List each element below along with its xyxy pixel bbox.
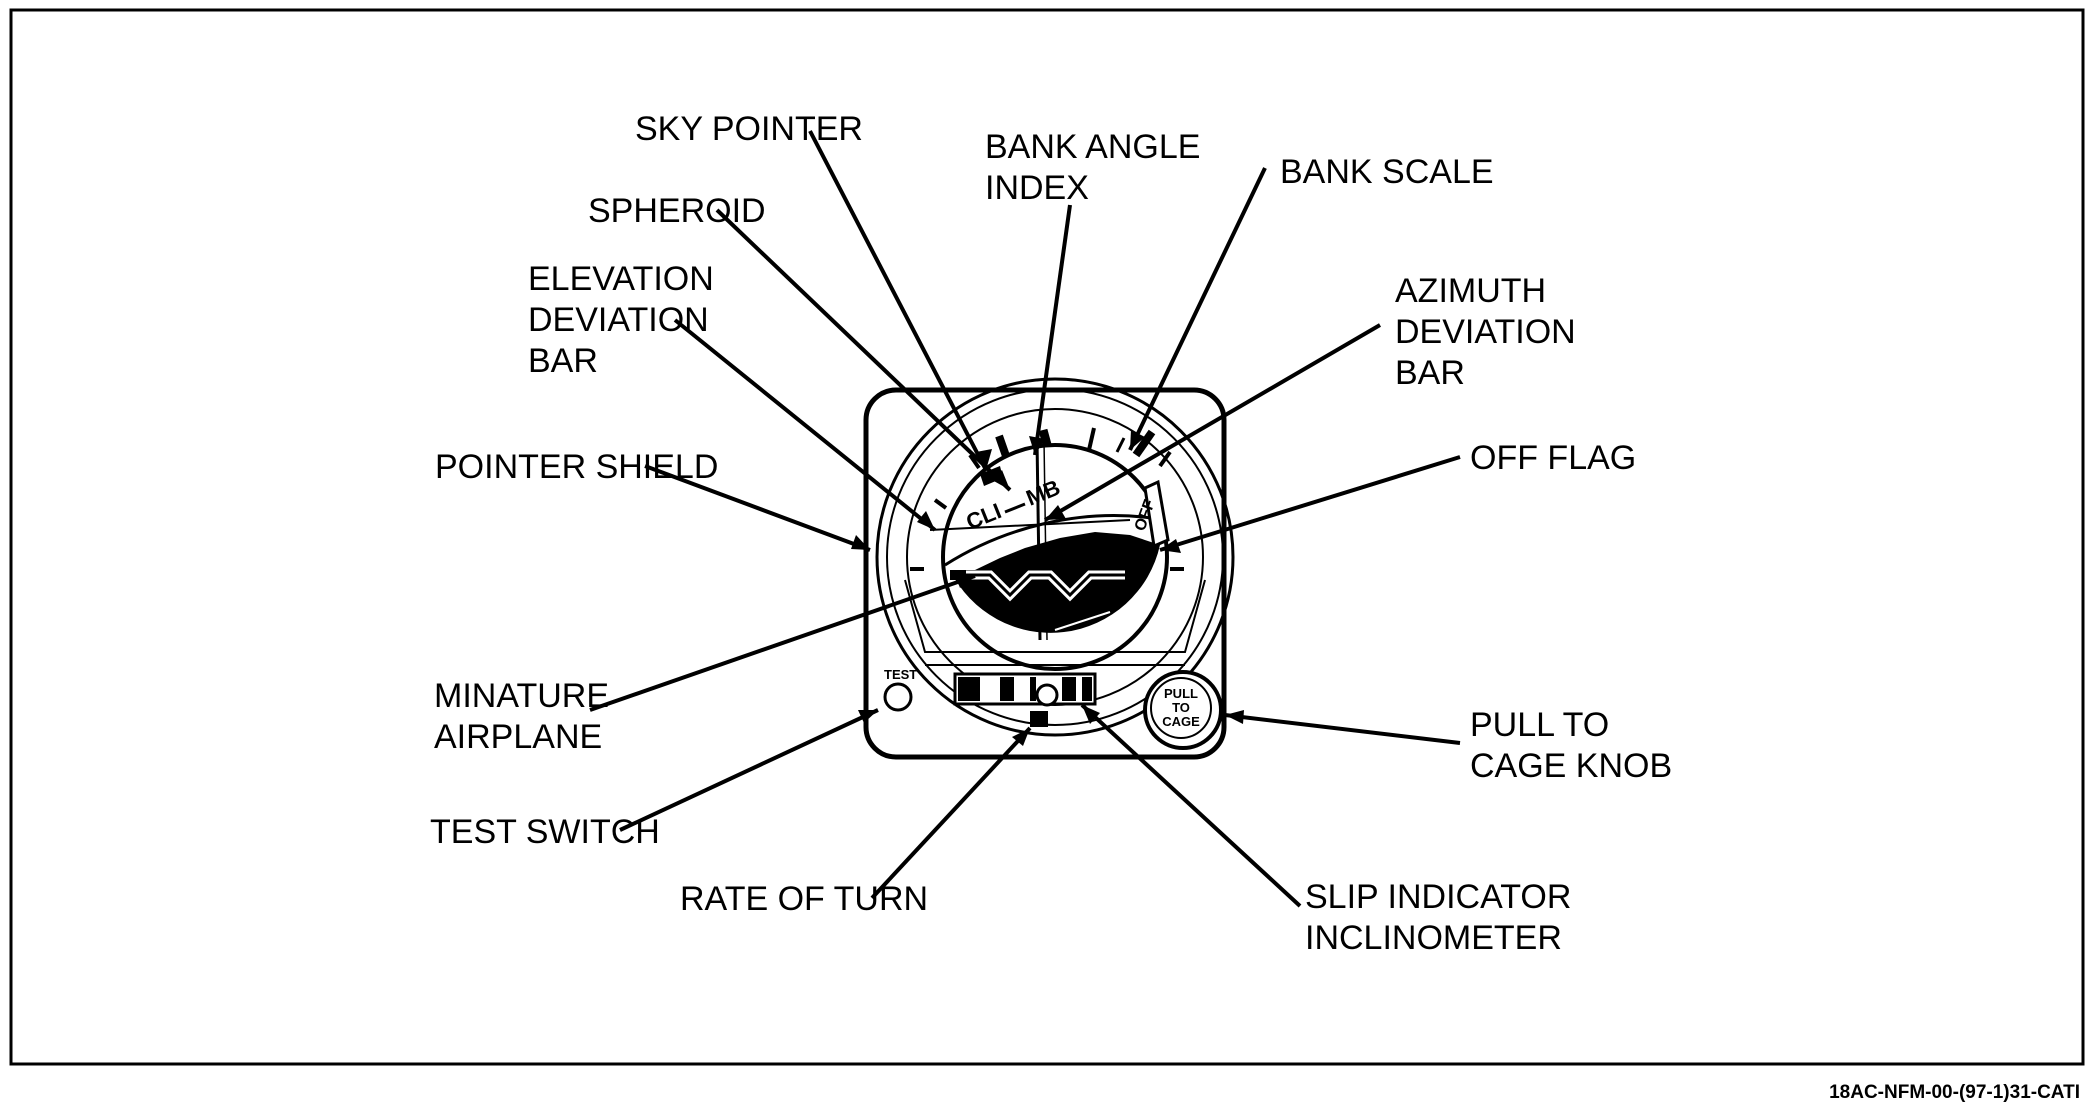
label-slip-indicator-1: SLIP INDICATOR: [1305, 878, 1571, 916]
label-azimuth-3: BAR: [1395, 354, 1465, 392]
label-pull-to-cage-1: PULL TO: [1470, 706, 1609, 744]
label-pull-to-cage-2: CAGE KNOB: [1470, 747, 1672, 785]
leader-miniature-airplane: [589, 574, 976, 712]
knob-text-3: CAGE: [1162, 714, 1200, 729]
label-azimuth-2: DEVIATION: [1395, 313, 1576, 351]
label-bank-angle-index-2: INDEX: [985, 169, 1089, 207]
leader-lines: [589, 130, 1461, 908]
label-elevation-1: ELEVATION: [528, 260, 714, 298]
label-sky-pointer: SKY POINTER: [635, 110, 863, 148]
diagram-frame: [9, 8, 2085, 1066]
label-bank-scale: BANK SCALE: [1280, 153, 1494, 191]
leader-bank-angle-index: [1033, 204, 1072, 456]
label-elevation-3: BAR: [528, 342, 598, 380]
label-miniature-airplane-1: MINATURE: [434, 677, 609, 715]
sky-pointer: [980, 466, 1003, 486]
pull-to-cage-knob[interactable]: PULL TO CAGE: [1143, 670, 1223, 750]
label-miniature-airplane-2: AIRPLANE: [434, 718, 602, 756]
elevation-deviation-bar: [929, 519, 1131, 531]
label-bank-angle-index-1: BANK ANGLE: [985, 128, 1200, 166]
slip-ball: [1035, 683, 1059, 707]
callout-labels: SKY POINTER BANK ANGLE INDEX BANK SCALE …: [430, 110, 1672, 957]
label-slip-indicator-2: INCLINOMETER: [1305, 919, 1562, 957]
leader-pointer-shield: [644, 464, 871, 552]
attitude-indicator: CLI MB OFF TES: [863, 377, 1235, 760]
figure-reference: 18AC-NFM-00-(97-1)31-CATI: [1829, 1082, 2080, 1103]
label-azimuth-1: AZIMUTH: [1395, 272, 1546, 310]
leader-rate-of-turn: [870, 726, 1032, 900]
leader-bank-scale: [1128, 167, 1267, 451]
leader-elevation-bar: [673, 318, 937, 532]
leader-pull-to-cage: [1224, 713, 1461, 745]
lower-housing: [904, 579, 1206, 653]
test-switch-label: TEST: [884, 667, 917, 682]
bank-scale: [910, 427, 1184, 571]
label-rate-of-turn: RATE OF TURN: [680, 880, 928, 918]
rate-of-turn-index: [1030, 711, 1048, 727]
knob-text-2: TO: [1172, 700, 1190, 715]
leader-slip-indicator: [1080, 703, 1302, 908]
label-elevation-2: DEVIATION: [528, 301, 709, 339]
ground-streak: [1054, 611, 1111, 631]
dial-outer-ring: [875, 377, 1235, 737]
label-pointer-shield: POINTER SHIELD: [435, 448, 718, 486]
label-spheroid: SPHEROID: [588, 192, 766, 230]
leader-sky-pointer: [808, 130, 988, 471]
miniature-airplane: [955, 573, 1125, 598]
azimuth-deviation-bar: [1035, 439, 1042, 641]
knob-text-1: PULL: [1164, 686, 1198, 701]
leader-azimuth-bar: [1043, 323, 1382, 522]
label-test-switch: TEST SWITCH: [430, 813, 660, 851]
test-switch[interactable]: [883, 682, 913, 712]
leader-spheroid: [715, 208, 1012, 492]
climb-dash: [1004, 502, 1026, 514]
off-flag: [1143, 479, 1170, 549]
label-off-flag: OFF FLAG: [1470, 439, 1636, 477]
turn-slip-indicator: [953, 672, 1097, 727]
dial-inner-ring: [886, 388, 1224, 726]
leader-off-flag: [1159, 455, 1461, 552]
leader-test-switch: [619, 708, 879, 832]
